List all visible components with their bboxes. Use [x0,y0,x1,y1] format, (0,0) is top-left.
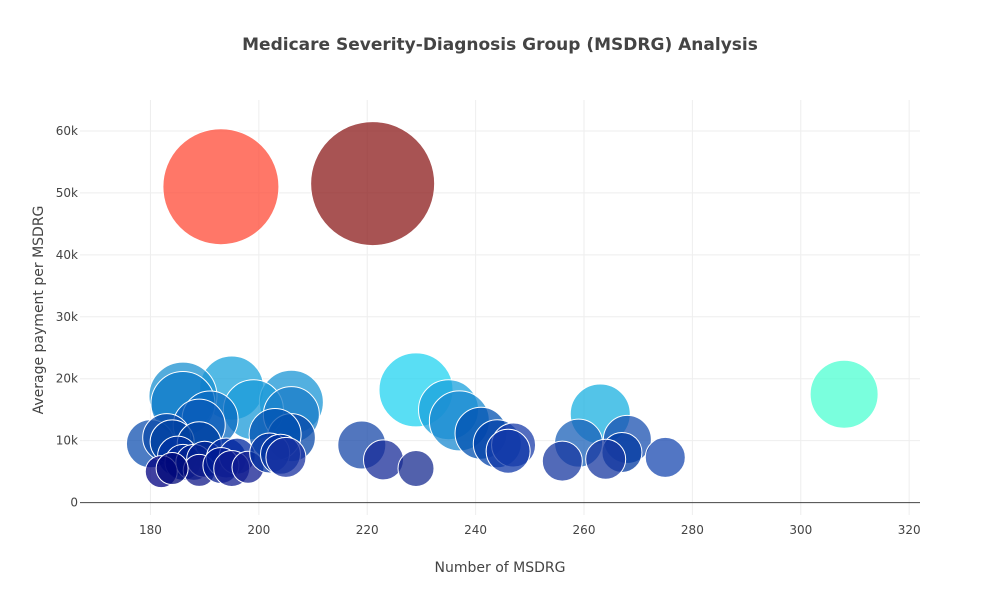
bubble-point[interactable] [265,436,307,478]
bubble-point[interactable] [809,359,879,429]
y-tick-label: 10k [56,434,78,448]
y-axis-ticks: 0 10k 20k 30k 40k 50k 60k [56,124,78,510]
y-tick-label: 0 [70,496,78,510]
y-tick-label: 40k [56,248,78,262]
x-tick-label: 260 [573,523,596,537]
bubbles [125,121,879,489]
x-tick-label: 220 [356,523,379,537]
grid [80,100,920,515]
chart-title: Medicare Severity-Diagnosis Group (MSDRG… [242,35,758,55]
x-tick-label: 300 [789,523,812,537]
y-tick-label: 50k [56,186,78,200]
bubble-point[interactable] [155,452,189,486]
x-axis-ticks: 180 200 220 240 260 280 300 320 [139,523,921,537]
x-tick-label: 280 [681,523,704,537]
bubble-point[interactable] [162,128,280,246]
y-tick-label: 60k [56,124,78,138]
bubble-point[interactable] [644,436,686,478]
bubble-point[interactable] [585,438,627,480]
y-tick-label: 30k [56,310,78,324]
bubble-point[interactable] [485,428,531,474]
bubble-point[interactable] [541,440,583,482]
y-tick-label: 20k [56,372,78,386]
y-axis-label: Average payment per MSDRG [31,206,47,415]
bubble-point[interactable] [362,439,404,481]
bubble-point[interactable] [310,121,436,247]
x-tick-label: 240 [464,523,487,537]
x-tick-label: 200 [247,523,270,537]
x-axis-label: Number of MSDRG [435,560,566,576]
x-tick-label: 180 [139,523,162,537]
x-tick-label: 320 [898,523,921,537]
bubble-point[interactable] [397,450,435,488]
